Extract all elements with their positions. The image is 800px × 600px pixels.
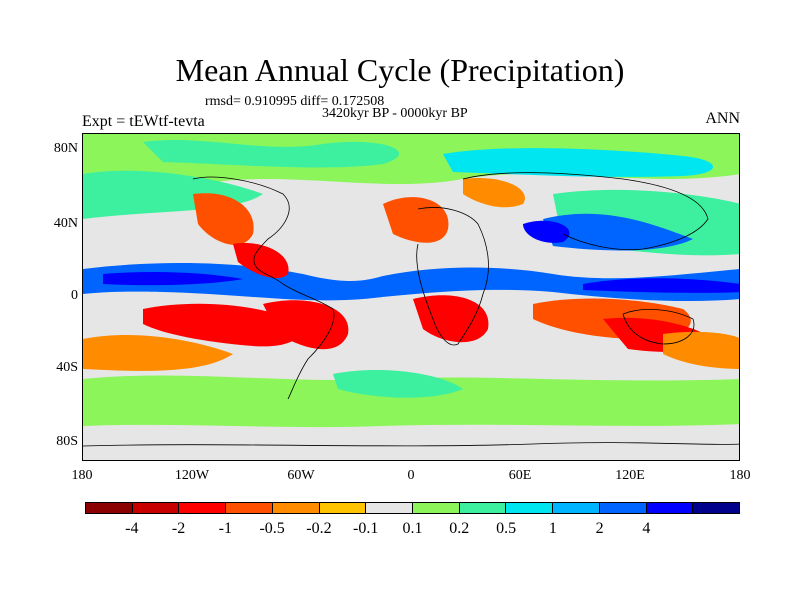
y-tick-80s: 80S [56,434,78,449]
colorbar-label-5: -0.1 [353,520,379,537]
colorbar-label-11: 4 [642,520,651,537]
colorbar-swatch-12 [646,503,694,513]
x-tick-180w: 180 [71,468,93,483]
y-tick-80n: 80N [53,141,78,156]
colorbar-label-10: 2 [595,520,604,537]
colorbar-swatch-9 [506,503,554,513]
x-tick-180e: 180 [729,468,751,483]
coast-north-america [192,176,290,285]
region-eurasia-north [443,148,713,177]
colorbar-label-4: -0.2 [306,520,332,537]
period-label: 3420kyr BP - 0000kyr BP [322,106,468,121]
region-centralamerica [233,243,289,279]
precipitation-map [82,133,740,461]
region-satlantic [333,369,463,398]
x-tick-120w: 120W [174,468,210,483]
region-wpac-core [583,278,739,293]
colorbar-label-2: -1 [218,520,232,537]
colorbar [85,502,740,514]
region-se-pacific [83,334,233,371]
stats-label: rmsd= 0.910995 diff= 0.172508 [205,94,385,109]
colorbar-swatch-7 [413,503,460,513]
region-tasman [663,331,739,369]
colorbar-label-8: 0.5 [496,520,517,537]
colorbar-label-7: 0.2 [449,520,470,537]
region-southern-ocean [83,375,739,428]
region-spac [143,303,301,347]
colorbar-swatch-6 [366,503,414,513]
x-tick-0: 0 [407,468,415,483]
region-samerica [263,300,349,350]
coast-africa [416,207,489,346]
colorbar-swatch-11 [599,503,647,513]
coast-south-america [282,283,335,400]
colorbar-label-1: -2 [171,520,186,537]
colorbar-swatch-1 [132,503,180,513]
map-svg [83,134,739,460]
chart-title: Mean Annual Cycle (Precipitation) [175,52,625,88]
colorbar-label-0: -4 [125,520,139,537]
colorbar-swatch-10 [553,503,600,513]
colorbar-swatch-8 [459,503,507,513]
x-tick-60e: 60E [508,468,532,483]
colorbar-label-6: 0.1 [402,520,423,537]
colorbar-swatch-5 [319,503,367,513]
x-tick-120e: 120E [615,468,645,483]
y-tick-40s: 40S [56,360,78,375]
coastlines [83,172,739,447]
colorbar-swatch-3 [226,503,273,513]
region-equatorial [83,262,739,302]
region-europe [463,178,525,208]
colorbar-swatch-2 [179,503,227,513]
region-asia-core [523,220,570,243]
coast-antarctica [83,442,739,447]
colorbar-swatch-13 [693,503,740,513]
colorbar-swatch-4 [272,503,320,513]
colorbar-label-3: -0.5 [259,520,285,537]
colorbar-label-9: 1 [548,520,557,537]
region-antarctica [83,430,739,460]
y-tick-0: 0 [71,288,78,303]
colorbar-swatch-0 [86,503,133,513]
region-equatorial-core [103,271,243,286]
coast-australia [622,309,695,345]
experiment-label: Expt = tEWtf-tevta [82,113,205,130]
x-tick-60w: 60W [287,468,315,483]
region-arctic-2 [143,140,400,168]
region-safrica [413,295,489,343]
region-natlantic [383,197,449,243]
season-label: ANN [705,110,740,127]
coast-eurasia [462,172,709,250]
y-tick-40n: 40N [53,216,78,231]
region-namerica [193,193,254,245]
